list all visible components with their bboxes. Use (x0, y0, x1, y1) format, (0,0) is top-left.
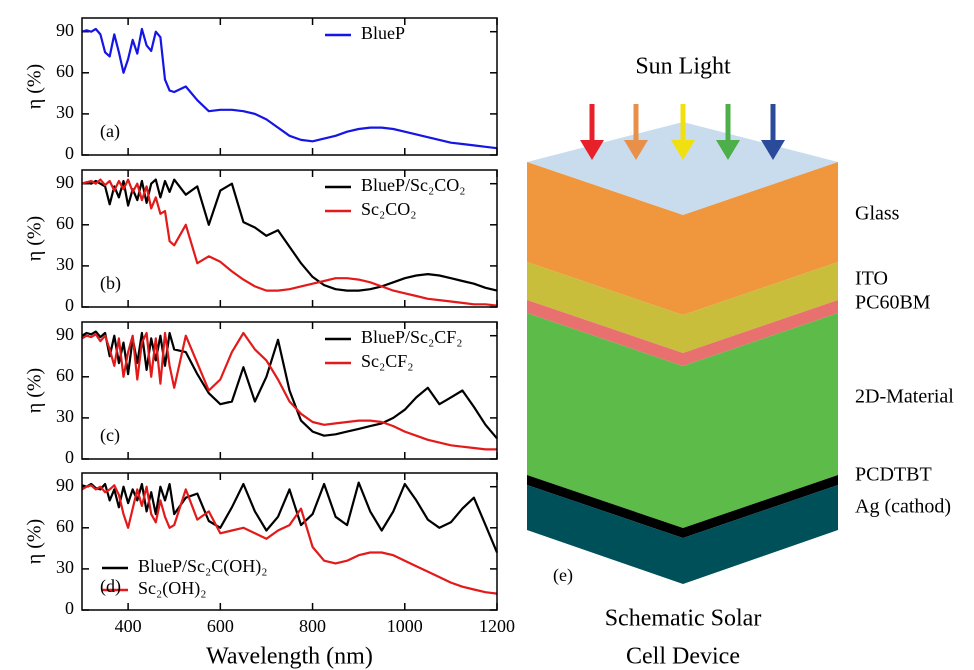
panel-label: (b) (100, 273, 121, 294)
y-tick-label: 90 (56, 324, 74, 344)
layer-label: 2D-Material (855, 386, 954, 408)
schematic: Sun Light Glass ITO PC60BM 2D-Material P… (527, 54, 954, 670)
panel-label: (c) (100, 425, 120, 446)
y-tick-label: 60 (56, 213, 74, 233)
figure: Sun Light Glass ITO PC60BM 2D-Material P… (0, 0, 974, 670)
series-line (82, 29, 497, 148)
legend-label: Sc₂CF₂ (361, 351, 414, 371)
y-axis-label: η (%) (24, 216, 46, 261)
y-tick-label: 90 (56, 475, 74, 495)
y-axis-label: η (%) (24, 64, 46, 109)
x-tick-label: 800 (299, 616, 326, 636)
panel-label: (a) (100, 121, 120, 142)
series-line (82, 332, 497, 439)
y-axis-label: η (%) (24, 519, 46, 564)
x-tick-label: 1000 (387, 616, 423, 636)
legend-label: BlueP/Sc₂C(OH)₂ (138, 556, 268, 577)
y-tick-label: 30 (56, 406, 74, 426)
x-axis-label: Wavelength (nm) (206, 644, 373, 670)
schematic-title: Sun Light (635, 54, 731, 80)
y-tick-label: 90 (56, 20, 74, 40)
y-tick-label: 60 (56, 61, 74, 81)
caption: Schematic Solar (605, 606, 762, 632)
caption: Cell Device (626, 644, 740, 670)
y-tick-label: 60 (56, 516, 74, 536)
layer-label: Glass (855, 203, 900, 225)
y-tick-label: 0 (65, 295, 74, 315)
y-tick-label: 30 (56, 254, 74, 274)
series-line (82, 180, 497, 306)
layer-label: Ag (cathod) (855, 496, 951, 518)
y-tick-label: 60 (56, 365, 74, 385)
layer-label: PCDTBT (855, 464, 932, 486)
panel-label: (d) (100, 576, 121, 597)
x-tick-label: 600 (207, 616, 234, 636)
y-tick-label: 90 (56, 172, 74, 192)
legend-label: Sc₂CO₂ (361, 199, 417, 219)
legend-label: BlueP/Sc₂CO₂ (361, 175, 466, 195)
legend-label: BlueP (361, 23, 405, 43)
layer-label: PC60BM (855, 292, 931, 314)
x-tick-label: 1200 (479, 616, 515, 636)
legend-label: Sc₂(OH)₂ (138, 578, 207, 599)
y-tick-label: 0 (65, 447, 74, 467)
y-axis-label: η (%) (24, 368, 46, 413)
x-tick-label: 400 (115, 616, 142, 636)
y-tick-label: 0 (65, 143, 74, 163)
layer-label: ITO (855, 268, 888, 290)
y-tick-label: 30 (56, 557, 74, 577)
y-tick-label: 0 (65, 598, 74, 618)
y-tick-label: 30 (56, 102, 74, 122)
panel-label: (e) (553, 565, 573, 586)
legend-label: BlueP/Sc₂CF₂ (361, 327, 463, 347)
